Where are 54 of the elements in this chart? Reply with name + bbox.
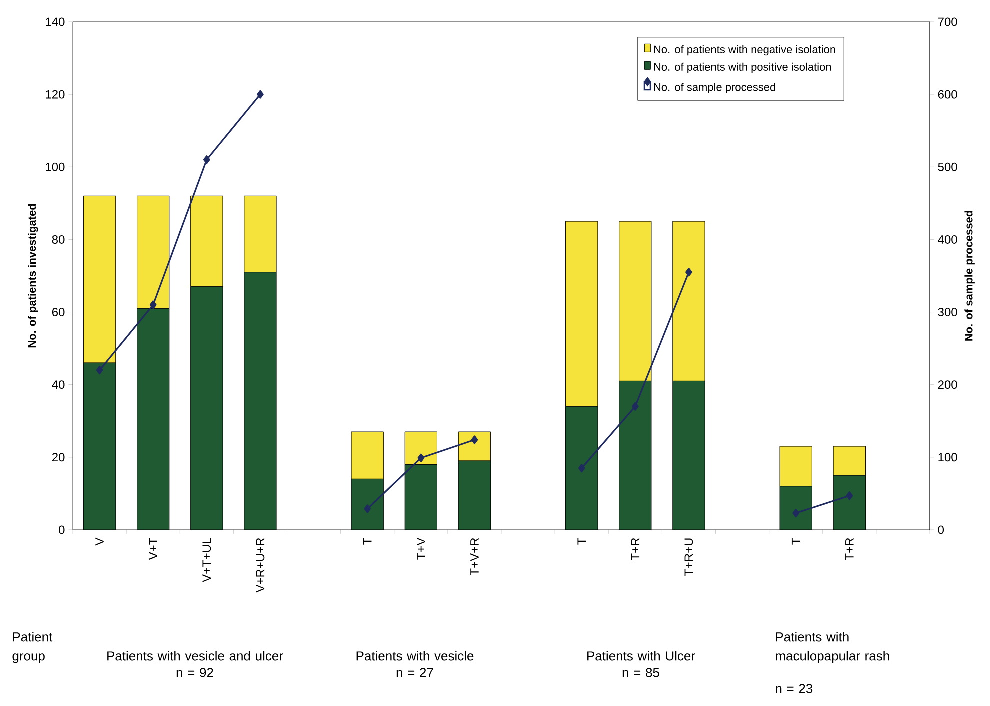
x-tick-label: T+R xyxy=(631,538,640,561)
text: n = 27 xyxy=(396,668,434,678)
x-tick-label: T+V+R xyxy=(470,538,479,576)
x-tick-label: T+R+U xyxy=(684,538,694,576)
point xyxy=(257,90,264,99)
x-tick-label: V+T xyxy=(149,538,158,560)
y2-tick-label: 0 xyxy=(938,526,944,534)
x-tick-label: V+R+U+R xyxy=(256,538,265,593)
y2-tick-label: 700 xyxy=(938,18,958,26)
point xyxy=(846,492,854,500)
y-tick-label: 60 xyxy=(52,308,65,317)
x-tick-label: T+V xyxy=(417,538,426,560)
point xyxy=(96,366,104,375)
text: n = 85 xyxy=(622,668,660,678)
x-tick-label: V xyxy=(96,538,104,546)
text: Patients with Ulcer xyxy=(588,651,696,661)
point xyxy=(418,454,425,462)
point xyxy=(150,300,157,310)
y-tick-label: 0 xyxy=(59,526,65,534)
text: Patient group xyxy=(12,632,53,664)
x-tick-label: T xyxy=(792,538,800,545)
y-tick-label: 120 xyxy=(46,90,65,99)
y2-tick-label: 600 xyxy=(938,90,958,99)
y2-axis-title: No. of sample processed xyxy=(964,211,975,341)
point xyxy=(792,508,800,518)
point xyxy=(632,402,639,411)
x-tick-label: T xyxy=(363,538,372,545)
y2-tick-label: 100 xyxy=(938,453,958,462)
y2-tick-label: 300 xyxy=(938,308,958,317)
y-tick-label: 140 xyxy=(46,18,65,26)
x-tick-label: T+R xyxy=(846,538,854,561)
x-tick-label: T xyxy=(578,538,586,545)
point xyxy=(364,504,372,514)
text: n = 23 xyxy=(776,684,813,694)
y-tick-label: 40 xyxy=(52,380,65,390)
y-tick-label: 100 xyxy=(46,162,65,172)
point xyxy=(471,436,478,444)
point xyxy=(203,156,210,164)
point xyxy=(686,268,692,277)
text: Patients with maculopapular rash xyxy=(776,632,890,664)
y2-tick-label: 400 xyxy=(938,235,958,244)
y-axis-title: No. of patients investigated xyxy=(28,204,38,348)
y-tick-label: 80 xyxy=(52,235,65,244)
y2-tick-label: 200 xyxy=(938,380,958,390)
text: Patients with vesicle xyxy=(356,651,474,661)
text: n = 92 xyxy=(176,668,214,678)
legend-label: No. of patients with positive isolation xyxy=(654,62,832,74)
y-tick-label: 20 xyxy=(52,453,65,462)
text: Patients with vesicle and ulcer xyxy=(108,651,284,661)
point xyxy=(578,464,586,473)
y2-tick-label: 500 xyxy=(938,162,958,172)
x-tick-label: V+T+UL xyxy=(202,538,212,582)
legend-label: No. of sample processed xyxy=(654,83,776,94)
legend-label: No. of patients with negative isolation xyxy=(654,45,836,56)
